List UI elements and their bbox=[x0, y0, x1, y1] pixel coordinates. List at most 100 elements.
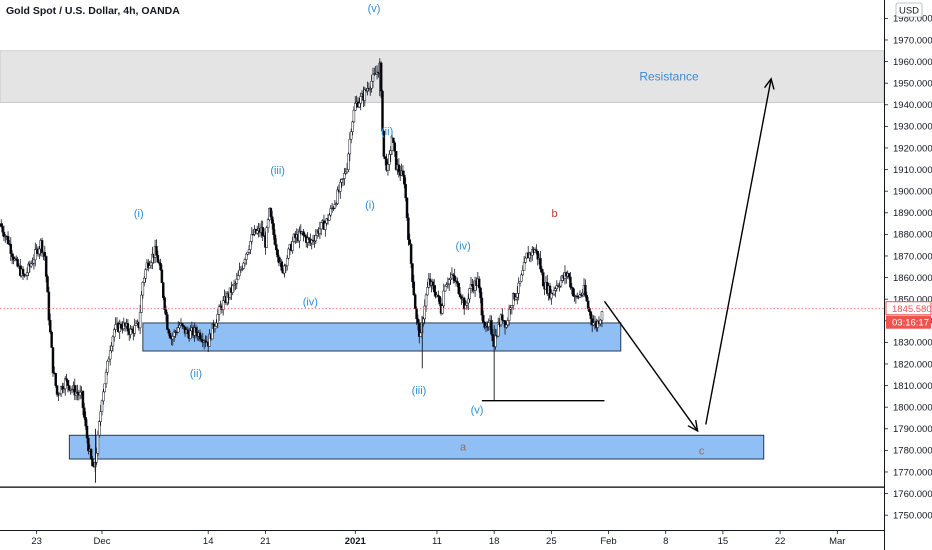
candle-up bbox=[177, 327, 180, 333]
wave-label: (i) bbox=[134, 208, 144, 220]
candle-down bbox=[81, 390, 85, 409]
candle-down bbox=[584, 284, 587, 296]
candle-down bbox=[379, 62, 383, 92]
candle-down bbox=[412, 281, 416, 296]
candle-down bbox=[458, 293, 462, 298]
wave-label: (i) bbox=[365, 199, 375, 211]
symbol-title[interactable]: Gold Spot / U.S. Dollar, 4h, OANDA bbox=[6, 5, 180, 17]
candle-up bbox=[506, 320, 510, 326]
candle-down bbox=[167, 329, 170, 334]
y-tick-label: 1850.000 bbox=[893, 294, 932, 305]
candle-down bbox=[66, 380, 70, 386]
candle-up bbox=[215, 322, 218, 327]
wave-label: (iii) bbox=[270, 165, 285, 177]
candle-up bbox=[348, 138, 352, 155]
x-tick-label: 18 bbox=[489, 536, 500, 547]
x-tick-label: 25 bbox=[546, 536, 557, 547]
candle-down bbox=[51, 347, 55, 374]
y-tick-label: 1810.000 bbox=[893, 381, 932, 392]
wave-label: (ii) bbox=[381, 126, 393, 138]
y-tick-label: 1800.000 bbox=[893, 402, 932, 413]
candle-down bbox=[1, 226, 4, 233]
candle-down bbox=[482, 314, 485, 323]
projection-down-leg[interactable] bbox=[603, 300, 699, 432]
candle-up bbox=[25, 272, 29, 276]
wave-label: (iv) bbox=[303, 297, 318, 309]
candle-down bbox=[16, 259, 19, 267]
x-tick-label: 8 bbox=[663, 536, 668, 547]
candle-up bbox=[242, 262, 245, 269]
candle-up bbox=[249, 241, 252, 250]
candle-up bbox=[349, 131, 353, 140]
candle-up bbox=[148, 265, 151, 269]
projection-up-leg[interactable] bbox=[705, 78, 772, 425]
candle-down bbox=[471, 284, 474, 287]
x-tick-label: 22 bbox=[775, 536, 786, 547]
y-tick-label: 1820.000 bbox=[893, 359, 932, 370]
price-axis[interactable]: 1750.000 1760.000 1770.000 1780.000 1790.000… bbox=[884, 14, 932, 522]
candle-up bbox=[129, 328, 132, 335]
candle-up bbox=[38, 248, 41, 255]
candle-down bbox=[91, 458, 94, 467]
candle-up bbox=[600, 311, 604, 321]
candle-up bbox=[255, 230, 259, 234]
time-axis[interactable]: 23 Dec 14 21 2021 11 18 25 Feb 8 15 22 Mar bbox=[31, 530, 845, 547]
lower-support-zone[interactable] bbox=[68, 434, 765, 460]
candle-up bbox=[514, 296, 518, 300]
candle-up bbox=[522, 262, 526, 271]
candle-up bbox=[351, 121, 354, 132]
candle-down bbox=[479, 287, 482, 299]
candle-up bbox=[235, 278, 239, 284]
candle-down bbox=[276, 249, 279, 258]
candle-up bbox=[339, 182, 342, 192]
candle-down bbox=[409, 244, 413, 264]
candle-up bbox=[343, 173, 346, 179]
x-tick-label: 15 bbox=[718, 536, 729, 547]
candle-down bbox=[501, 314, 504, 321]
candle-up bbox=[238, 269, 241, 276]
candle-up bbox=[96, 434, 100, 454]
candle-up bbox=[447, 279, 451, 285]
candle-down bbox=[83, 407, 86, 418]
wave-label: (iv) bbox=[455, 241, 470, 253]
candle-down bbox=[539, 258, 542, 270]
x-tick-label: 23 bbox=[31, 536, 42, 547]
candle-up bbox=[104, 371, 108, 385]
candle-down bbox=[432, 285, 436, 293]
candle-down bbox=[416, 318, 420, 324]
candle-up bbox=[319, 222, 323, 230]
currency-button[interactable]: USD bbox=[895, 2, 923, 18]
candle-down bbox=[269, 208, 273, 217]
candle-up bbox=[265, 227, 269, 248]
candle-up bbox=[106, 360, 109, 373]
y-tick-label: 1970.000 bbox=[893, 35, 932, 46]
upper-support-zone[interactable] bbox=[142, 322, 622, 352]
y-tick-label: 1880.000 bbox=[893, 230, 932, 241]
candle-down bbox=[49, 319, 52, 333]
candle-up bbox=[386, 164, 390, 171]
candle-down bbox=[381, 90, 384, 132]
candle-up bbox=[63, 378, 67, 389]
resistance-label: Resistance bbox=[639, 70, 699, 84]
candle-down bbox=[55, 385, 59, 395]
candle-up bbox=[443, 285, 447, 292]
candle-down bbox=[181, 323, 184, 326]
candle-up bbox=[243, 259, 247, 264]
last-price-value: 1845.580 bbox=[892, 304, 932, 315]
candle-up bbox=[149, 262, 153, 266]
candle-down bbox=[166, 314, 169, 330]
candle-down bbox=[490, 320, 493, 335]
resistance-zone[interactable] bbox=[0, 50, 885, 103]
candle-up bbox=[138, 312, 142, 329]
candle-up bbox=[507, 308, 511, 321]
candle-up bbox=[516, 293, 519, 298]
x-tick-label: 21 bbox=[260, 536, 271, 547]
candle-down bbox=[162, 282, 165, 298]
projection-path[interactable] bbox=[603, 77, 775, 433]
x-tick-label: Mar bbox=[829, 536, 845, 547]
candle-down bbox=[535, 249, 538, 252]
candle-down bbox=[585, 295, 589, 302]
candle-up bbox=[370, 81, 373, 89]
candle-down bbox=[404, 183, 407, 199]
